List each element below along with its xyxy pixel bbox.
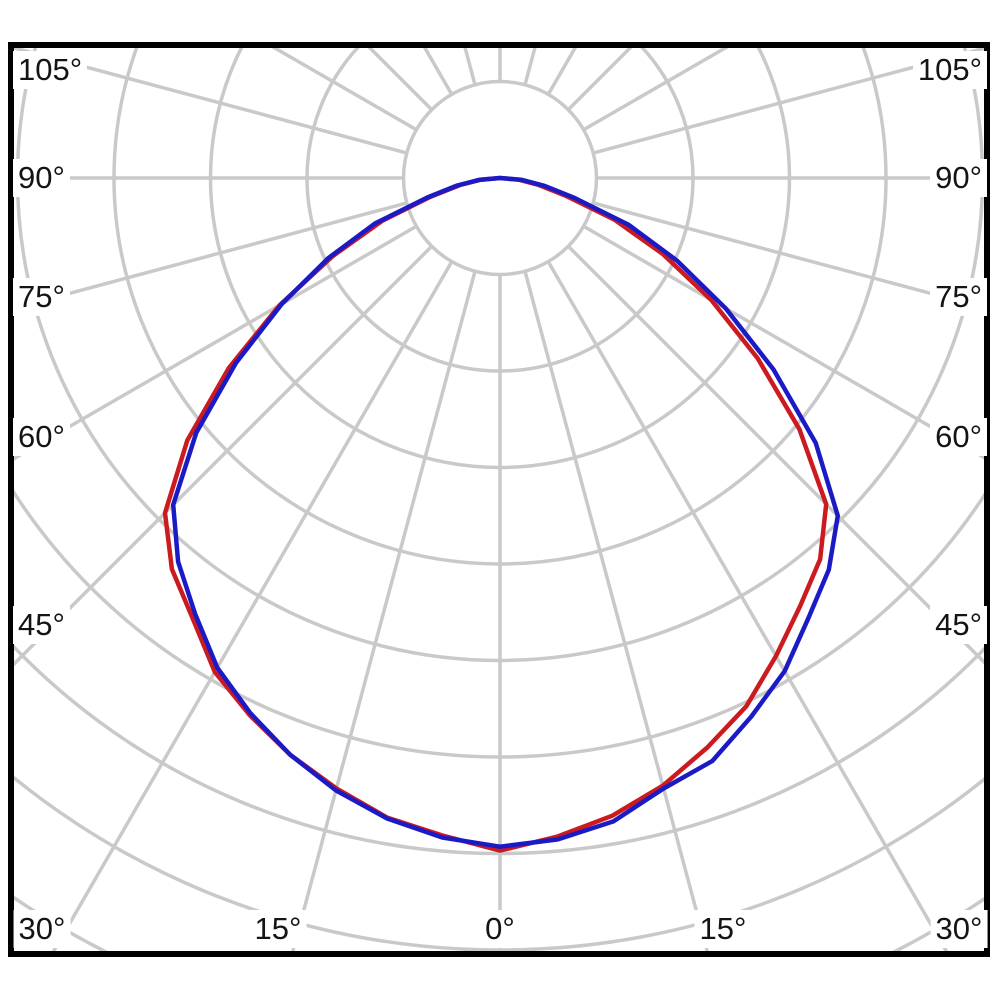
blue-curve <box>170 175 841 849</box>
grid-spoke <box>14 201 408 311</box>
angle-label-right-2: 75° <box>930 278 987 316</box>
angle-label-left-4: 45° <box>13 606 70 644</box>
angle-label-left-1: 90° <box>13 159 70 197</box>
grid-spoke <box>566 244 984 665</box>
angle-label-right-0: 105° <box>912 51 987 89</box>
grid-spoke <box>582 48 729 132</box>
grid-spoke <box>51 260 454 951</box>
red-curve <box>162 175 829 853</box>
angle-label-bottom-0: 30° <box>13 910 71 948</box>
angle-label-bottom-1: 15° <box>249 910 307 948</box>
grid-spoke <box>14 48 408 155</box>
grid-spoke <box>592 201 984 310</box>
angle-label-left-0: 105° <box>13 51 88 89</box>
grid-spoke <box>546 260 949 951</box>
angle-label-bottom-2: 0° <box>480 910 520 948</box>
grid-spoke <box>592 48 984 155</box>
angle-label-bottom-3: 15° <box>694 910 752 948</box>
grid-spoke <box>14 244 434 667</box>
angle-label-right-4: 45° <box>930 606 987 644</box>
angle-label-right-1: 90° <box>930 159 987 197</box>
intensity-curves <box>162 175 841 853</box>
grid-spoke <box>291 270 477 951</box>
angle-label-left-3: 60° <box>13 418 70 456</box>
angle-label-bottom-4: 30° <box>930 910 988 948</box>
angle-label-right-3: 60° <box>930 418 987 456</box>
angle-label-left-2: 75° <box>13 278 70 316</box>
grid-spoke <box>523 270 709 951</box>
grid-spoke <box>271 48 418 132</box>
frame-border <box>8 42 990 957</box>
